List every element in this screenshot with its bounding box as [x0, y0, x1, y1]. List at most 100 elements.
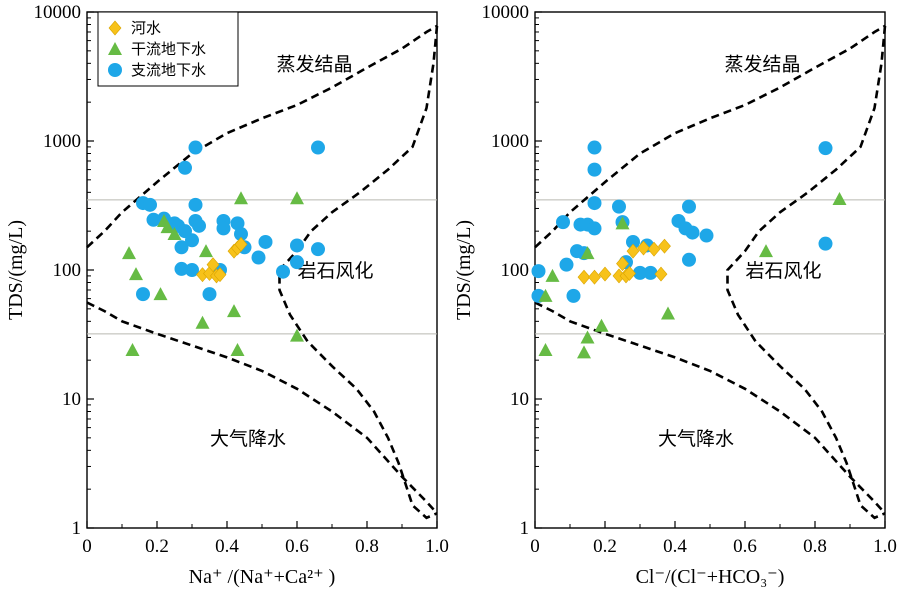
data-point-circle: [192, 218, 206, 233]
data-point-diamond: [654, 266, 668, 282]
data-point-circle: [108, 63, 122, 77]
data-point-circle: [178, 160, 192, 175]
data-point-diamond: [588, 269, 601, 285]
data-point-diamond: [598, 266, 612, 282]
data-point-triangle: [227, 304, 241, 318]
data-point-diamond: [623, 266, 636, 281]
data-point-circle: [531, 264, 546, 279]
gibbs-boundary-curve: [278, 25, 439, 520]
data-point-circle: [188, 197, 203, 212]
data-point-triangle: [580, 330, 595, 344]
data-point-circle: [174, 261, 189, 276]
data-point-circle: [682, 199, 696, 214]
data-point-circle: [587, 196, 602, 211]
data-point-circle: [258, 234, 273, 249]
data-point-circle: [188, 140, 203, 155]
data-point-triangle: [160, 220, 175, 234]
data-point-circle: [818, 141, 833, 156]
y-tick-label: 1000: [43, 131, 81, 152]
data-point-triangle: [538, 288, 553, 302]
data-point-triangle: [577, 345, 591, 359]
data-point-triangle: [108, 42, 122, 55]
data-point-circle: [136, 287, 150, 302]
data-point-diamond: [577, 269, 591, 285]
data-point-circle: [290, 255, 304, 270]
plot-frame: [534, 11, 886, 529]
data-point-triangle: [594, 318, 609, 332]
data-point-circle: [556, 215, 570, 230]
zone-label: 大气降水: [658, 428, 734, 450]
data-point-circle: [234, 227, 248, 242]
y-tick-label: 10: [510, 389, 529, 410]
data-point-triangle: [290, 191, 304, 205]
legend-label: 支流地下水: [131, 61, 206, 79]
x-tick-label: 0: [530, 536, 540, 557]
data-point-diamond: [637, 240, 650, 256]
data-point-circle: [587, 140, 602, 155]
data-point-circle: [566, 288, 581, 303]
data-point-triangle: [759, 244, 773, 258]
legend-label: 河水: [131, 19, 161, 37]
chart-panel-2: 1 10 100 1000 10000 0 0.2 0.4 0.6 0.8 1.0 TDS/(mg/L…: [453, 2, 897, 588]
data-point-triangle: [580, 246, 595, 260]
data-point-circle: [174, 240, 189, 255]
data-point-triangle: [230, 342, 245, 356]
data-point-circle: [685, 225, 700, 240]
data-point-triangle: [832, 192, 847, 206]
data-point-circle: [587, 221, 602, 236]
data-point-diamond: [626, 243, 640, 259]
y-tick-label: 10000: [482, 2, 530, 23]
y-axis-label: TDS/(mg/L): [453, 220, 475, 320]
x-tick-label: 0.6: [285, 536, 309, 557]
data-point-triangle: [661, 306, 675, 320]
data-point-triangle: [234, 191, 248, 205]
data-point-circle: [643, 265, 658, 280]
plot-frame: [86, 11, 438, 529]
data-point-diamond: [108, 20, 122, 36]
chart-panel-1: 1 10 100 1000 10000 0 0.2 0.4 0.6 0.8 1.0 TDS/(mg/L…: [5, 2, 449, 588]
data-point-circle: [612, 199, 626, 214]
zone-label: 大气降水: [210, 428, 286, 450]
y-tick-label: 10000: [34, 2, 82, 23]
x-axis-label: Cl⁻/(Cl⁻+HCO₃⁻): [636, 566, 785, 588]
y-tick-label: 1000: [491, 131, 529, 152]
y-tick-label: 10: [62, 389, 81, 410]
x-axis-label: Na⁺ /(Na⁺+Ca²⁺ ): [189, 566, 336, 588]
data-point-circle: [559, 257, 574, 272]
data-point-circle: [185, 263, 199, 277]
zone-label: 蒸发结晶: [276, 53, 352, 75]
legend-box: [97, 11, 239, 87]
data-point-triangle: [199, 244, 213, 258]
x-tick-label: 1.0: [873, 536, 897, 557]
data-point-triangle: [538, 342, 553, 356]
data-point-diamond: [658, 238, 671, 254]
data-point-circle: [276, 264, 290, 279]
series-1: [196, 236, 248, 284]
data-point-circle: [143, 197, 157, 212]
data-point-circle: [633, 265, 647, 280]
data-point-circle: [311, 242, 325, 257]
x-tick-label: 0.2: [593, 536, 617, 557]
data-point-circle: [185, 233, 199, 248]
data-point-triangle: [545, 268, 560, 282]
y-tick-label: 100: [501, 260, 530, 281]
data-point-circle: [818, 236, 833, 251]
data-point-circle: [626, 234, 640, 249]
gibbs-boundary-curve: [726, 25, 887, 520]
x-tick-label: 0.8: [803, 536, 827, 557]
data-point-triangle: [122, 246, 136, 260]
data-point-circle: [216, 221, 231, 236]
x-tick-label: 0.4: [663, 536, 687, 557]
y-axis-label: TDS/(mg/L): [5, 220, 27, 320]
data-point-circle: [230, 216, 245, 231]
data-point-triangle: [195, 315, 210, 329]
series-1: [577, 238, 671, 285]
data-point-triangle: [615, 216, 630, 230]
y-tick-label: 1: [72, 518, 82, 539]
series-2: [122, 191, 304, 356]
data-point-triangle: [153, 287, 168, 301]
data-point-diamond: [234, 236, 248, 252]
data-point-diamond: [206, 257, 220, 273]
data-point-circle: [290, 238, 304, 253]
